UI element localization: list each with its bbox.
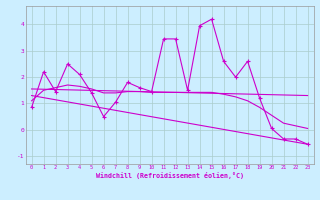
X-axis label: Windchill (Refroidissement éolien,°C): Windchill (Refroidissement éolien,°C) [96, 172, 244, 179]
